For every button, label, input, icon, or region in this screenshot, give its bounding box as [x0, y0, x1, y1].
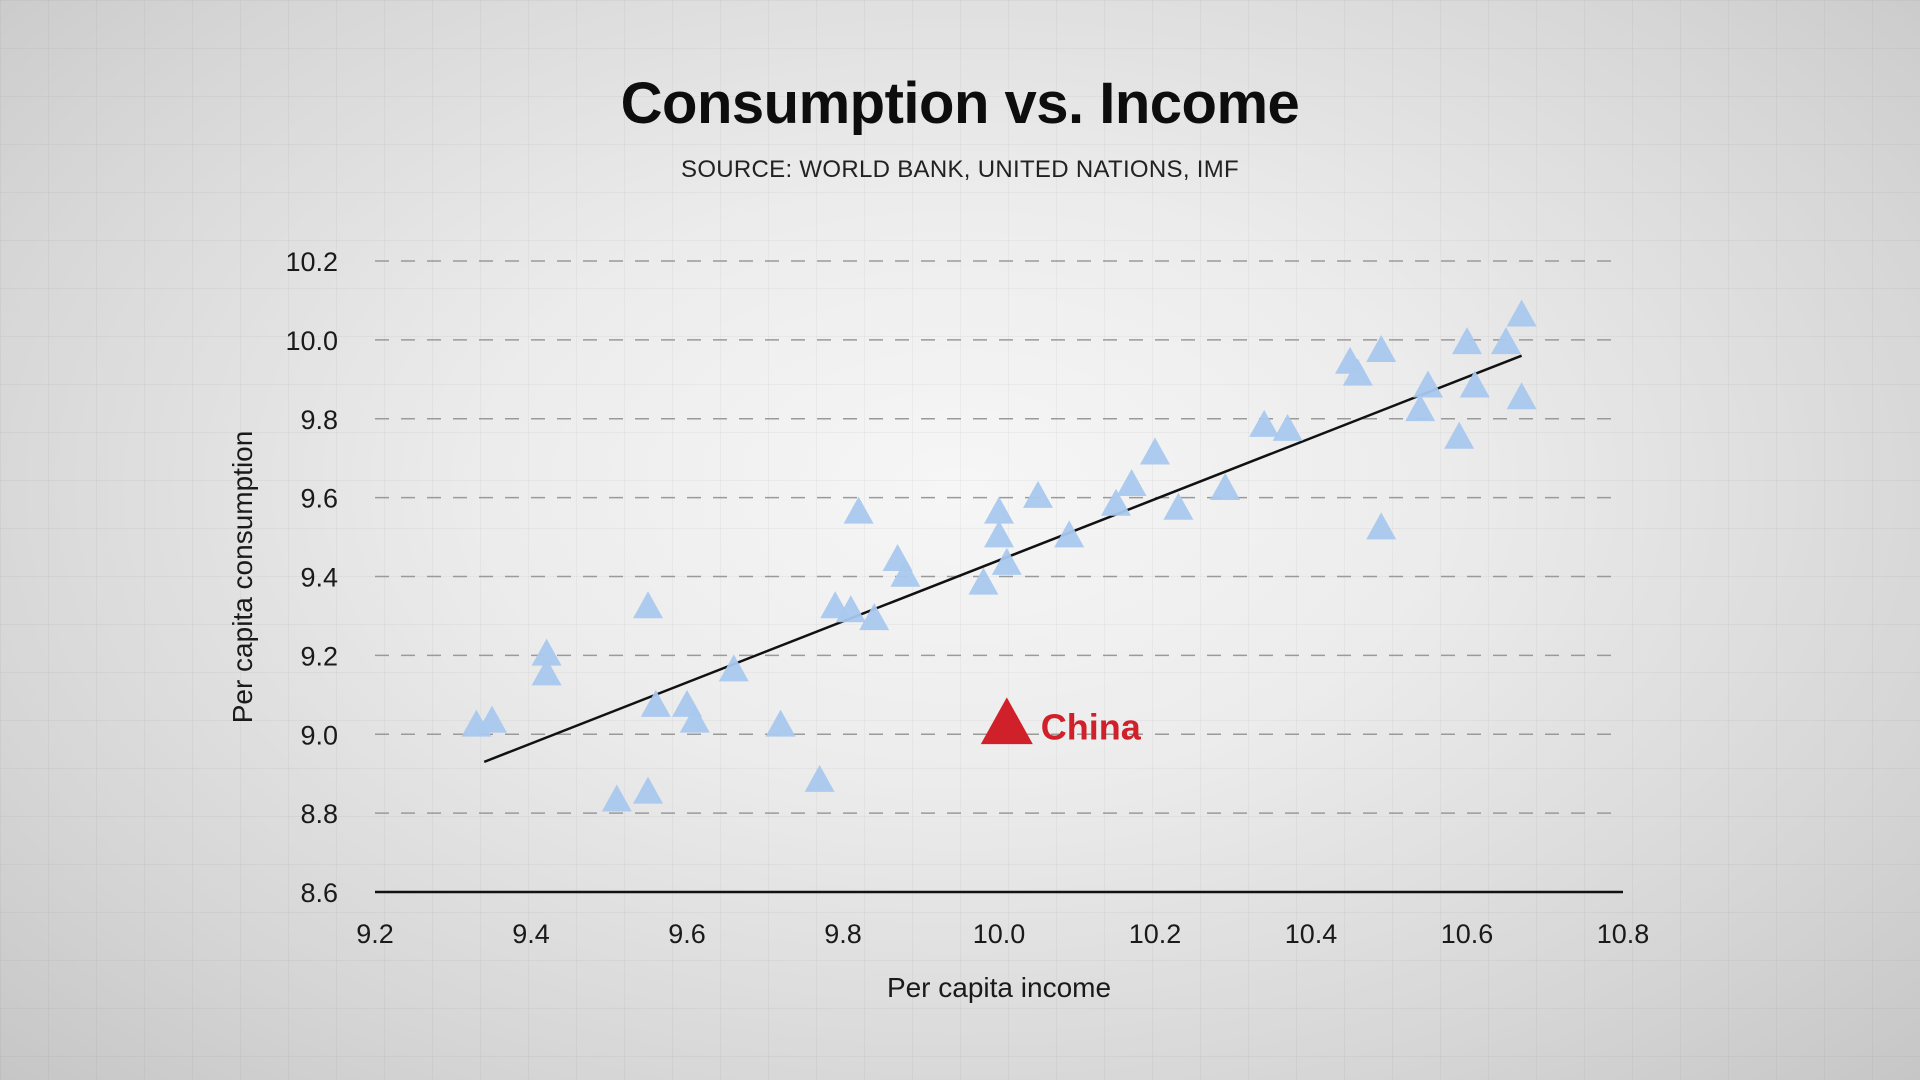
scatter-point: [1163, 492, 1194, 520]
scatter-point: [1249, 409, 1280, 437]
scatter-point: [633, 591, 663, 619]
scatter-point: [1116, 469, 1147, 497]
y-tick-labels: 8.6 8.8 9.0 9.2 9.4 9.6 9.8 10.0 10.2: [285, 247, 338, 908]
scatter-point: [984, 496, 1014, 524]
scatter-point: [1342, 358, 1373, 386]
scatter-point: [1140, 437, 1170, 465]
scatter-point: [984, 520, 1014, 548]
y-tick-label: 10.0: [285, 326, 338, 356]
scatter-point: [679, 705, 710, 733]
x-tick-label: 9.4: [512, 919, 550, 949]
x-tick-label: 10.8: [1597, 919, 1650, 949]
scatter-point: [890, 559, 921, 587]
scatter-point: [1366, 334, 1397, 362]
scatter-point: [1272, 413, 1303, 441]
scatter-point: [477, 705, 507, 733]
y-axis-title: Per capita consumption: [227, 431, 258, 724]
scatter-point: [1506, 299, 1537, 327]
scatter-point: [1054, 520, 1085, 548]
scatter-point: [1506, 382, 1537, 410]
scatter-point: [1491, 327, 1521, 355]
x-tick-label: 10.4: [1285, 919, 1338, 949]
scatter-point: [968, 567, 999, 595]
y-tick-label: 9.6: [300, 484, 338, 514]
y-tick-label: 9.4: [300, 563, 338, 593]
scatter-point: [1405, 394, 1436, 422]
data-points: [461, 299, 1537, 812]
y-tick-label: 9.8: [300, 405, 338, 435]
scatter-point: [1444, 421, 1475, 449]
scatter-point: [531, 658, 562, 686]
x-tick-label: 9.8: [824, 919, 862, 949]
chart-title: Consumption vs. Income: [620, 71, 1300, 136]
highlight-marker-china: [980, 697, 1033, 745]
x-tick-label: 9.6: [668, 919, 706, 949]
highlight-label-china: China: [1041, 706, 1142, 747]
chart-subtitle: SOURCE: WORLD BANK, UNITED NATIONS, IMF: [681, 156, 1239, 183]
scatter-point: [1101, 488, 1131, 516]
x-tick-label: 10.0: [973, 919, 1026, 949]
x-tick-label: 10.2: [1129, 919, 1182, 949]
scatter-point: [1023, 480, 1053, 508]
scatter-point: [633, 776, 663, 804]
y-tick-label: 9.0: [300, 720, 338, 750]
y-tick-label: 8.8: [300, 799, 338, 829]
scatter-point: [835, 595, 866, 623]
scatter-point: [1210, 472, 1241, 500]
scatter-point: [991, 547, 1022, 575]
scatter-point: [640, 689, 671, 717]
scatter-point: [765, 709, 796, 737]
scatter-point: [843, 496, 874, 524]
scatter-point: [1366, 512, 1397, 540]
x-tick-labels: 9.2 9.4 9.6 9.8 10.0 10.2 10.4 10.6 10.8: [356, 919, 1649, 949]
scatter-point: [1459, 370, 1490, 398]
scatter-point: [531, 638, 562, 666]
scatter-point: [718, 654, 749, 682]
y-tick-label: 8.6: [300, 878, 338, 908]
x-axis-title: Per capita income: [887, 972, 1111, 1003]
scatter-point: [804, 764, 835, 792]
scatter-point: [1452, 327, 1482, 355]
x-tick-label: 10.6: [1441, 919, 1494, 949]
y-tick-label: 10.2: [285, 247, 338, 277]
highlight-group: China: [980, 697, 1142, 747]
scatter-point: [601, 784, 632, 812]
scatter-point: [859, 603, 890, 631]
scatter-point: [1413, 370, 1443, 398]
y-tick-label: 9.2: [300, 641, 338, 671]
x-tick-label: 9.2: [356, 919, 394, 949]
